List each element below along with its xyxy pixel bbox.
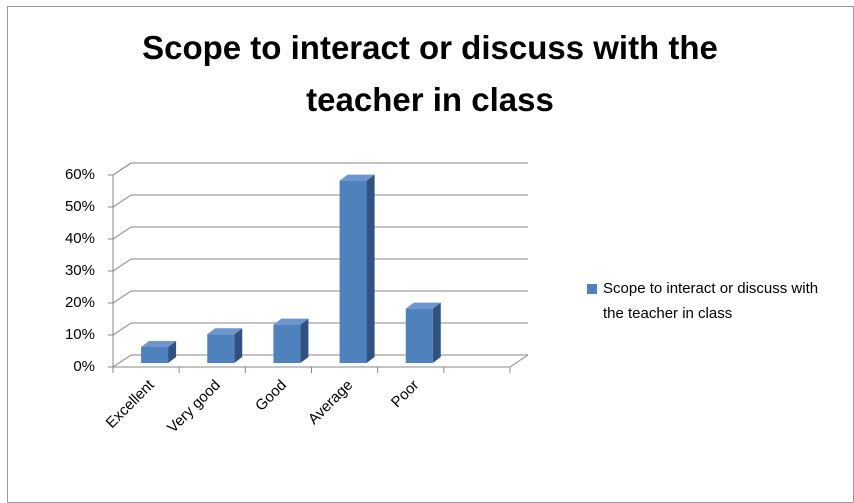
bar-front — [405, 308, 433, 363]
bar-side — [300, 318, 309, 363]
bar-side — [234, 328, 243, 363]
y-tick-label: 30% — [65, 262, 95, 279]
bar-top — [339, 174, 375, 181]
bar-top — [207, 328, 243, 335]
x-tick-label: Very good — [164, 377, 224, 437]
y-tick-label: 0% — [73, 358, 95, 375]
x-tick-label: Excellent — [103, 376, 159, 432]
bar-top — [141, 341, 177, 347]
grid-line — [112, 354, 528, 368]
bar — [273, 318, 309, 363]
chart-title: Scope to interact or discuss with the te… — [142, 29, 718, 118]
bar — [405, 302, 441, 363]
bar-front — [207, 334, 235, 363]
bar — [339, 174, 375, 363]
bar-side — [366, 174, 375, 363]
y-tick-label: 10% — [65, 326, 95, 343]
y-tick-label: 60% — [65, 166, 95, 183]
grid-line — [112, 226, 528, 240]
legend-label: Scope to interact or discuss with the te… — [603, 280, 819, 322]
bar-top — [405, 302, 441, 309]
bar-front — [141, 347, 169, 363]
floor-right — [509, 354, 529, 368]
legend-swatch — [587, 284, 597, 294]
bar — [207, 328, 243, 363]
bar — [141, 341, 177, 363]
x-tick-label: Average — [305, 377, 356, 428]
bar-front — [339, 180, 367, 363]
grid-line — [112, 258, 528, 272]
grid-line — [112, 162, 528, 176]
bar-front — [273, 324, 301, 363]
grid-line — [112, 194, 528, 208]
y-tick-label: 20% — [65, 294, 95, 311]
y-tick-label: 40% — [65, 230, 95, 247]
bar-top — [273, 318, 309, 325]
x-tick-label: Poor — [388, 377, 422, 411]
grid-line — [112, 290, 528, 304]
bar-side — [432, 302, 441, 363]
y-tick-label: 50% — [65, 198, 95, 215]
grid-line — [112, 322, 528, 336]
bar-side — [168, 341, 177, 363]
x-tick-label: Good — [252, 377, 290, 415]
